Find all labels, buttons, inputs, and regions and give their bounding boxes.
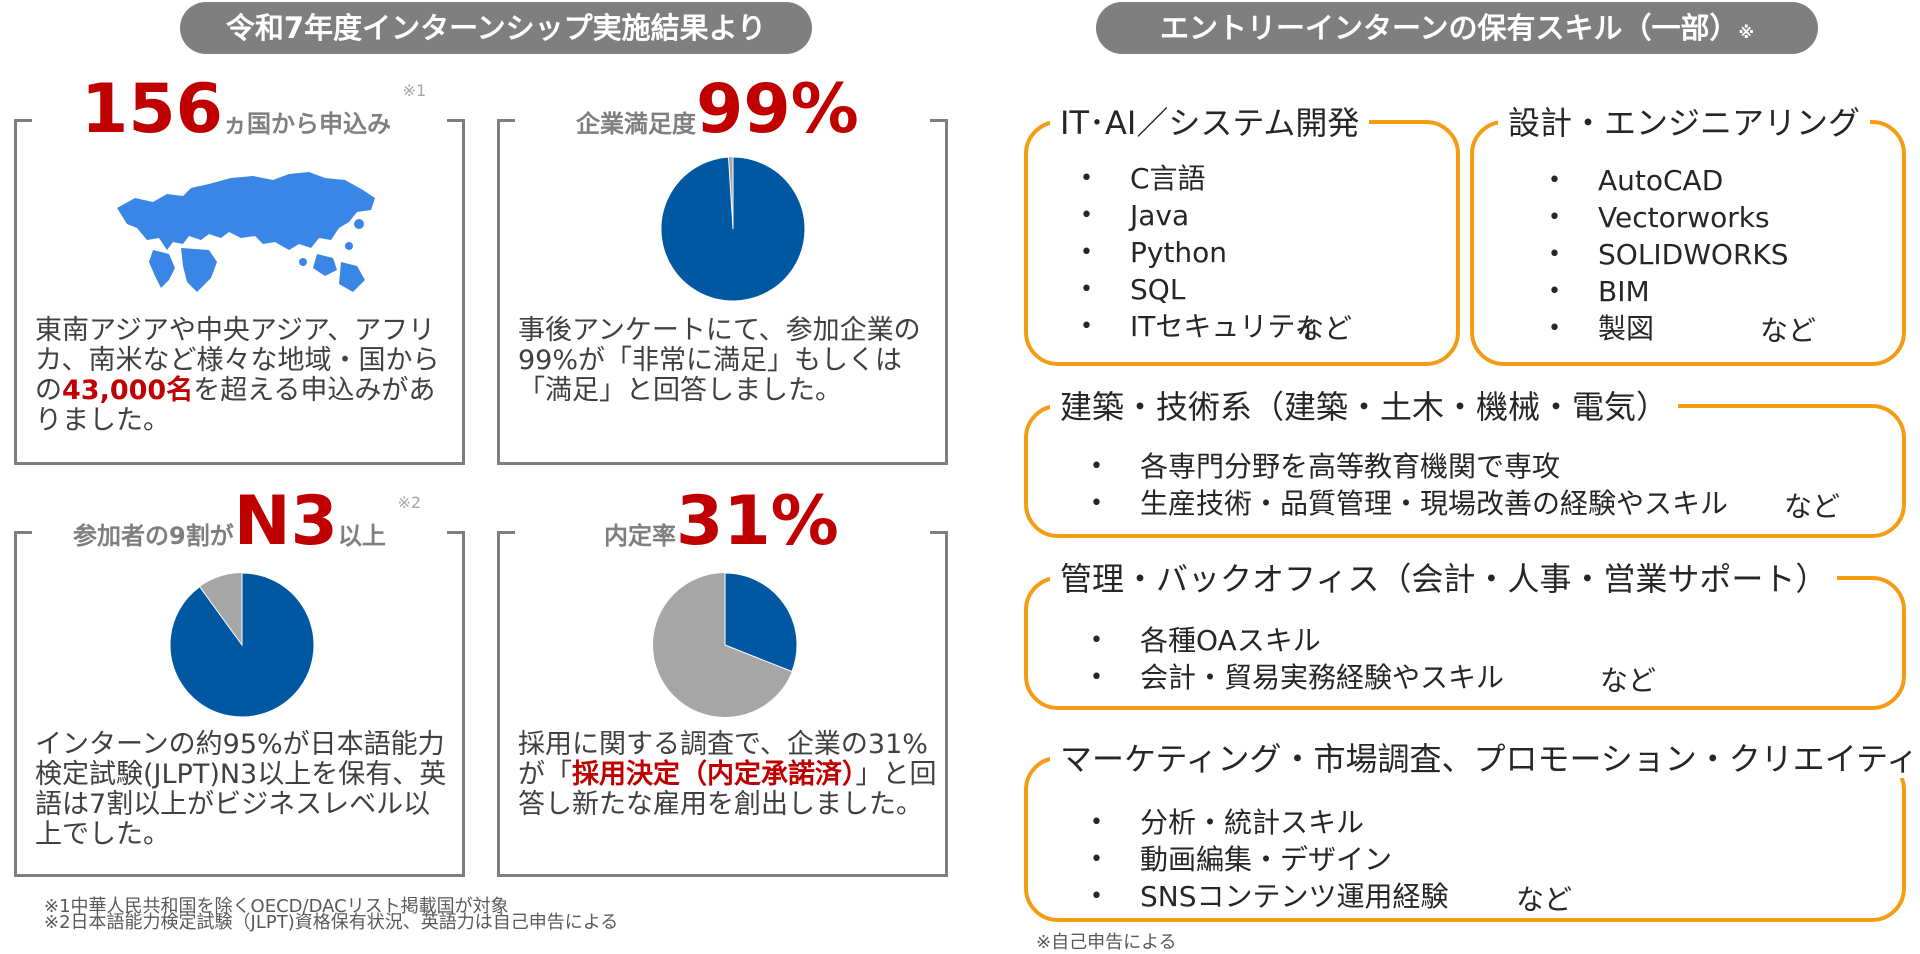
skill-arch-title: 建築・技術系（建築・土木・機械・電気） — [1050, 388, 1679, 426]
skill-it-list: C言語 Java Python SQL ITセキュリティ — [1080, 160, 1322, 345]
skill-it-title: IT･AI／システム開発 — [1050, 104, 1370, 142]
skill-it-etc: など — [1296, 312, 1353, 345]
world-map-icon — [117, 172, 375, 292]
stat-hiring-box: 内定率31% 採用に関する調査で、企業の31%が「採用決定（内定承諾済）」と回答… — [497, 482, 948, 877]
list-item: 動画編集・デザイン — [1090, 841, 1449, 878]
skill-arch-etc: など — [1784, 490, 1841, 523]
list-item: Java — [1080, 197, 1322, 234]
right-section-header: エントリーインターンの保有スキル（一部）※ — [1096, 2, 1818, 54]
stat-countries-number: 156 — [81, 70, 223, 149]
stat-hiring-highlight: 採用決定（内定承諾済） — [572, 759, 856, 790]
list-item: SOLIDWORKS — [1548, 236, 1789, 273]
skill-arch-box: 建築・技術系（建築・土木・機械・電気） 各専門分野を高等教育機関で専攻 生産技術… — [1024, 388, 1906, 538]
skill-marketing-list: 分析・統計スキル 動画編集・デザイン SNSコンテンツ運用経験 — [1090, 804, 1449, 915]
skill-admin-etc: など — [1600, 664, 1657, 697]
pie-slice-main — [724, 572, 798, 673]
pie-slice-main — [660, 156, 806, 302]
list-item: Vectorworks — [1548, 199, 1789, 236]
list-item: BIM — [1548, 273, 1789, 310]
satisfaction-pie-chart — [660, 156, 806, 302]
stat-countries-note: ※1 — [402, 81, 427, 100]
left-section-header: 令和7年度インターンシップ実施結果より — [180, 2, 812, 54]
stat-countries-text-after: を超える申込みがありました。 — [35, 375, 436, 436]
stat-hiring-text: 採用に関する調査で、企業の31%が「採用決定（内定承諾済）」と回答し新たな雇用を… — [518, 730, 938, 820]
list-item: 生産技術・品質管理・現場改善の経験やスキル — [1090, 485, 1728, 522]
stat-jlpt-level: N3 — [233, 482, 338, 561]
list-item: SNSコンテンツ運用経験 — [1090, 878, 1449, 915]
stat-countries-heading: 156ヵ国から申込み ※1 — [81, 70, 426, 149]
stat-countries-text: 東南アジアや中央アジア、アフリカ、南米など様々な地域・国からの43,000名を超… — [35, 316, 455, 436]
skill-arch-list: 各専門分野を高等教育機関で専攻 生産技術・品質管理・現場改善の経験やスキル — [1090, 448, 1728, 522]
right-header-text: エントリーインターンの保有スキル（一部） — [1159, 11, 1739, 45]
skill-design-list: AutoCAD Vectorworks SOLIDWORKS BIM 製図 — [1548, 162, 1789, 347]
skill-marketing-title: マーケティング・市場調査、プロモーション・クリエイティブ — [1050, 740, 1920, 778]
skill-it-box: IT･AI／システム開発 C言語 Java Python SQL ITセキュリテ… — [1024, 104, 1460, 366]
footnote-2: ※2日本語能力検定試験（JLPT)資格保有状況、英語力は自己申告による — [44, 912, 619, 933]
stat-countries-box: 156ヵ国から申込み ※1 東南アジアや中央アジア、アフリカ、南米など様々な地域… — [14, 70, 465, 465]
stat-satisfaction-number: 99% — [696, 70, 859, 149]
stat-jlpt-text: インターンの約95%が日本語能力検定試験(JLPT)N3以上を保有、英語は7割以… — [35, 729, 447, 850]
skill-admin-title: 管理・バックオフィス（会計・人事・営業サポート） — [1050, 560, 1838, 598]
jlpt-pie-chart — [169, 572, 315, 718]
list-item: 分析・統計スキル — [1090, 804, 1449, 841]
skill-design-etc: など — [1760, 314, 1817, 347]
stat-hiring-text-before: 採用に関する調査で、企業の31%が「 — [518, 729, 928, 790]
skill-admin-list: 各種OAスキル 会計・貿易実務経験やスキル — [1090, 622, 1504, 696]
list-item: ITセキュリティ — [1080, 308, 1322, 345]
stat-jlpt-prefix: 参加者の9割が — [73, 522, 234, 550]
stat-jlpt-suffix: 以上 — [337, 522, 386, 550]
skill-admin-box: 管理・バックオフィス（会計・人事・営業サポート） 各種OAスキル 会計・貿易実務… — [1024, 560, 1906, 710]
hiring-pie-chart — [653, 572, 798, 717]
stat-hiring-prefix: 内定率 — [604, 522, 676, 550]
stat-jlpt-heading: 参加者の9割がN3以上 ※2 — [73, 482, 421, 561]
stat-countries-text-before: 東南アジアや中央アジア、アフリカ、南米など様々な地域・国からの — [35, 315, 440, 406]
pie-slice-main — [169, 572, 315, 718]
skill-marketing-etc: など — [1516, 883, 1573, 916]
stat-countries-applicants: 43,000名 — [62, 375, 194, 406]
stat-countries-suffix: ヵ国から申込み — [222, 110, 391, 138]
stat-hiring-text-after: 」と回答し新たな雇用を創出しました。 — [518, 759, 937, 820]
stat-hiring-heading: 内定率31% — [604, 482, 839, 561]
list-item: AutoCAD — [1548, 162, 1789, 199]
skill-design-title: 設計・エンジニアリング — [1498, 104, 1871, 142]
stat-satisfaction-heading: 企業満足度99% — [576, 70, 859, 149]
stat-jlpt-note: ※2 — [397, 493, 422, 512]
list-item: 各専門分野を高等教育機関で専攻 — [1090, 448, 1728, 485]
stat-satisfaction-prefix: 企業満足度 — [576, 110, 696, 138]
list-item: C言語 — [1080, 160, 1322, 197]
list-item: 各種OAスキル — [1090, 622, 1504, 659]
stat-satisfaction-text: 事後アンケートにて、参加企業の99%が「非常に満足」もしくは「満足」と回答しまし… — [518, 315, 921, 406]
right-footnote: ※自己申告による — [1036, 932, 1177, 953]
stat-hiring-number: 31% — [676, 482, 839, 561]
stat-jlpt-box: 参加者の9割がN3以上 ※2 インターンの約95%が日本語能力検定試験(JLPT… — [14, 482, 465, 877]
list-item: SQL — [1080, 271, 1322, 308]
list-item: 製図 — [1548, 310, 1789, 347]
list-item: 会計・貿易実務経験やスキル — [1090, 659, 1504, 696]
list-item: Python — [1080, 234, 1322, 271]
stat-satisfaction-box: 企業満足度99% 事後アンケートにて、参加企業の99%が「非常に満足」もしくは「… — [497, 70, 948, 465]
footnote-1: ※1中華人民共和国を除くOECD/DACリスト掲載国が対象 — [44, 896, 509, 917]
skill-marketing-box: マーケティング・市場調査、プロモーション・クリエイティブ 分析・統計スキル 動画… — [1024, 740, 1920, 922]
skill-design-box: 設計・エンジニアリング AutoCAD Vectorworks SOLIDWOR… — [1470, 104, 1906, 366]
right-header-mark: ※ — [1738, 23, 1755, 42]
